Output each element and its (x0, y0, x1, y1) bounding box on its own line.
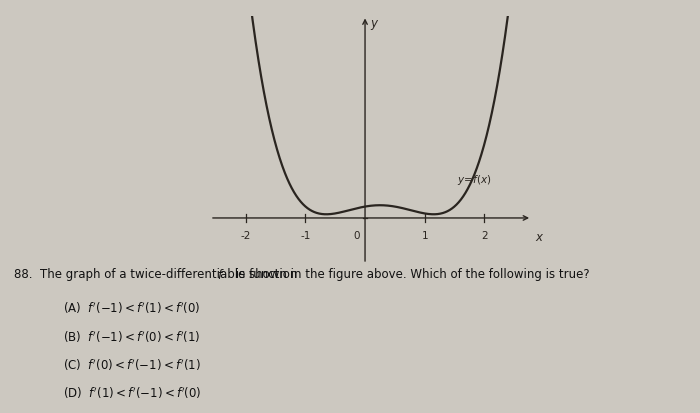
Text: $y\!=\!f(x)$: $y\!=\!f(x)$ (458, 173, 492, 187)
Text: (B)  $f'(-1) < f'(0) < f'(1)$: (B) $f'(-1) < f'(0) < f'(1)$ (63, 328, 201, 344)
Text: 2: 2 (481, 230, 488, 240)
Text: x: x (535, 230, 542, 243)
Text: (C)  $f'(0) < f'(-1) < f'(1)$: (C) $f'(0) < f'(-1) < f'(1)$ (63, 356, 201, 372)
Text: 0: 0 (354, 230, 360, 240)
Text: y: y (370, 17, 377, 29)
Text: 1: 1 (421, 230, 428, 240)
Text: (A)  $f'(-1) < f'(1) < f'(0)$: (A) $f'(-1) < f'(1) < f'(0)$ (63, 300, 201, 316)
Text: -1: -1 (300, 230, 311, 240)
Text: 88.  The graph of a twice-differentiable function: 88. The graph of a twice-differentiable … (14, 267, 301, 280)
Text: is shown in the figure above. Which of the following is true?: is shown in the figure above. Which of t… (232, 267, 590, 280)
Text: $f$: $f$ (217, 267, 225, 281)
Text: -2: -2 (241, 230, 251, 240)
Text: (D)  $f'(1) < f'(-1) < f'(0)$: (D) $f'(1) < f'(-1) < f'(0)$ (63, 385, 202, 400)
